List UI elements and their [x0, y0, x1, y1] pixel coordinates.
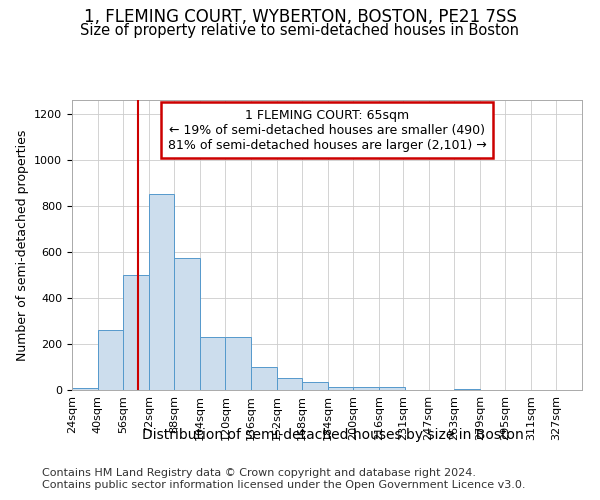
Bar: [149, 194, 175, 390]
Bar: [123, 275, 149, 390]
Bar: [175, 258, 200, 390]
Text: Contains HM Land Registry data © Crown copyright and database right 2024.: Contains HM Land Registry data © Crown c…: [42, 468, 476, 477]
Bar: [98, 330, 123, 390]
Bar: [454, 389, 479, 390]
Bar: [200, 337, 226, 390]
Text: Size of property relative to semi-detached houses in Boston: Size of property relative to semi-detach…: [80, 22, 520, 38]
Bar: [302, 382, 328, 390]
Y-axis label: Number of semi-detached properties: Number of semi-detached properties: [16, 130, 29, 360]
Bar: [226, 337, 251, 390]
Bar: [328, 386, 353, 390]
Bar: [379, 386, 404, 390]
Bar: [72, 388, 98, 390]
Text: Distribution of semi-detached houses by size in Boston: Distribution of semi-detached houses by …: [142, 428, 524, 442]
Bar: [277, 378, 302, 390]
Text: Contains public sector information licensed under the Open Government Licence v3: Contains public sector information licen…: [42, 480, 526, 490]
Bar: [353, 386, 379, 390]
Text: 1, FLEMING COURT, WYBERTON, BOSTON, PE21 7SS: 1, FLEMING COURT, WYBERTON, BOSTON, PE21…: [83, 8, 517, 26]
Bar: [251, 367, 277, 390]
Text: 1 FLEMING COURT: 65sqm
← 19% of semi-detached houses are smaller (490)
81% of se: 1 FLEMING COURT: 65sqm ← 19% of semi-det…: [167, 108, 487, 152]
